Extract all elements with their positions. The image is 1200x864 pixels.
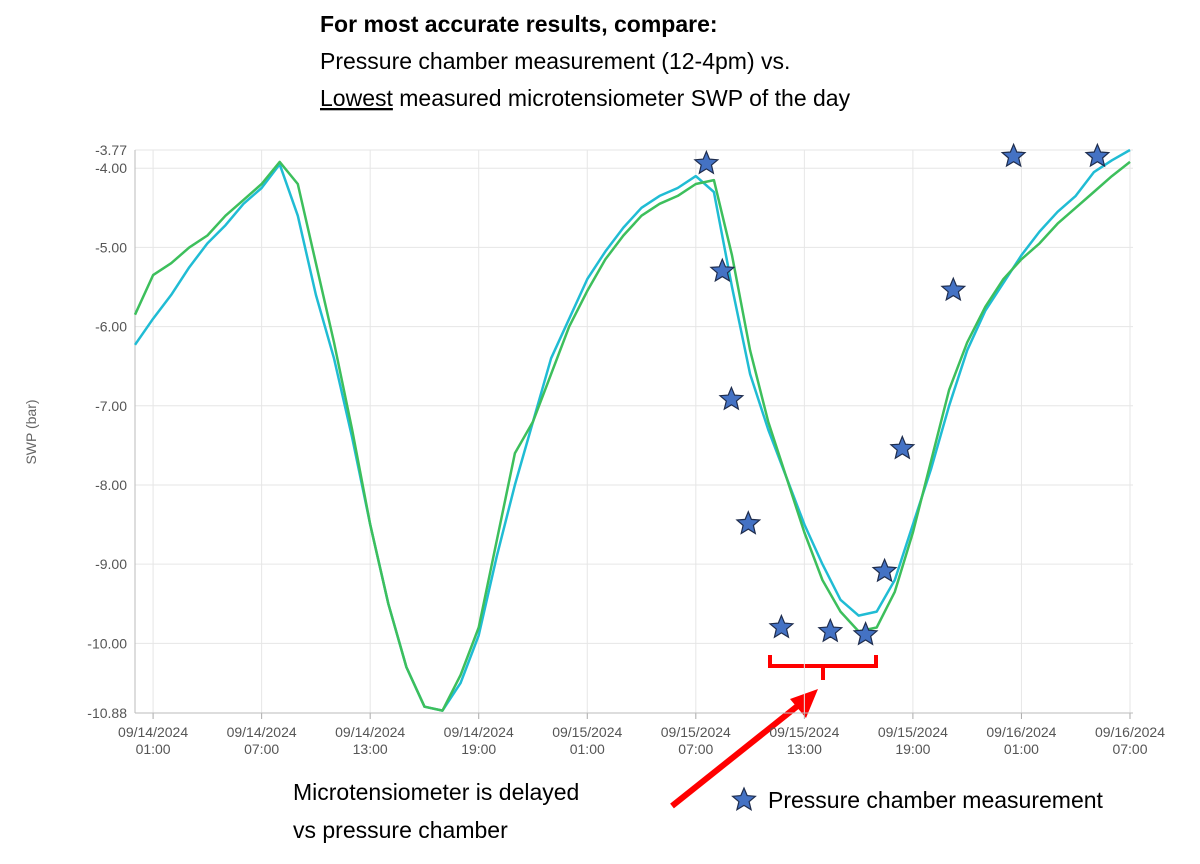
annotation: Microtensiometer is delayed: [293, 779, 579, 805]
x-tick-label: 09/16/2024 01:00: [986, 724, 1056, 757]
star-marker: [718, 385, 745, 411]
bracket: [768, 655, 878, 680]
x-tick-label: 09/15/2024 07:00: [661, 724, 731, 757]
y-tick-label: -6.00: [95, 319, 127, 335]
chart-subtitle: Lowest measured microtensiometer SWP of …: [320, 85, 851, 111]
legend-label: Pressure chamber measurement: [768, 787, 1104, 813]
y-tick-label: -10.00: [87, 635, 127, 651]
annotation: vs pressure chamber: [293, 817, 508, 843]
star-marker: [709, 257, 736, 283]
star-marker: [735, 510, 762, 535]
star-marker: [1084, 142, 1111, 168]
y-tick-label: -8.00: [95, 477, 127, 493]
x-tick-label: 09/14/2024 19:00: [444, 724, 514, 757]
x-tick-label: 09/14/2024 13:00: [335, 724, 405, 757]
star-marker: [768, 613, 795, 639]
x-tick-label: 09/15/2024 01:00: [552, 724, 622, 757]
y-tick-label: -7.00: [95, 398, 127, 414]
star-marker: [1000, 142, 1027, 168]
star-marker: [940, 276, 967, 302]
arrow-shaft: [670, 701, 802, 809]
x-tick-label: 09/14/2024 01:00: [118, 724, 188, 757]
star-marker: [852, 621, 879, 646]
star-marker: [871, 557, 898, 583]
x-tick-label: 09/15/2024 13:00: [769, 724, 839, 757]
star-marker: [817, 617, 844, 643]
y-tick-label: -9.00: [95, 556, 127, 572]
y-tick-label: -4.00: [95, 160, 127, 176]
star-marker: [693, 149, 720, 175]
star-marker: [889, 434, 916, 460]
emphasis: Lowest: [320, 85, 393, 111]
chart-title: For most accurate results, compare:: [320, 11, 718, 37]
y-tick-label: -3.77: [95, 142, 127, 158]
y-axis-label: SWP (bar): [23, 399, 39, 464]
chart-subtitle: Pressure chamber measurement (12-4pm) vs…: [320, 48, 790, 74]
data-line: [133, 148, 1131, 712]
y-tick-label: -5.00: [95, 239, 127, 255]
legend-marker: [731, 786, 757, 811]
x-tick-label: 09/15/2024 19:00: [878, 724, 948, 757]
y-tick-label: -10.88: [87, 705, 127, 721]
x-tick-label: 09/16/2024 07:00: [1095, 724, 1165, 757]
data-line: [133, 160, 1131, 712]
x-tick-label: 09/14/2024 07:00: [227, 724, 297, 757]
subtitle-rest: measured microtensiometer SWP of the day: [399, 85, 850, 111]
